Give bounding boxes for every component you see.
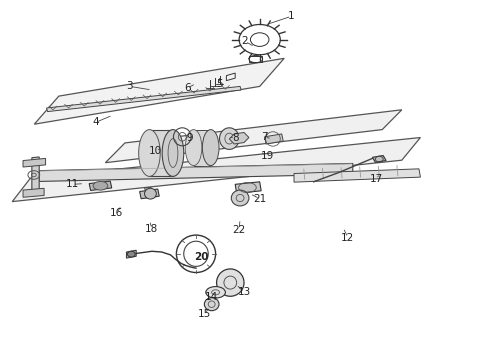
Polygon shape [149,130,173,176]
Polygon shape [23,158,46,167]
Circle shape [127,251,135,257]
Text: 3: 3 [126,81,133,91]
Polygon shape [39,163,353,181]
Text: 21: 21 [253,194,267,204]
Polygon shape [105,110,402,163]
Text: 4: 4 [92,117,99,127]
Text: 9: 9 [187,132,194,143]
Text: 11: 11 [66,179,79,189]
Text: 22: 22 [232,225,246,235]
Polygon shape [372,156,386,162]
Text: 13: 13 [237,287,251,297]
Ellipse shape [185,130,202,166]
Text: 10: 10 [149,146,162,156]
Text: 15: 15 [198,309,212,319]
Text: 1: 1 [288,11,295,21]
Ellipse shape [204,298,219,311]
Text: 7: 7 [261,132,268,142]
Text: 5: 5 [216,78,223,89]
Text: 17: 17 [369,174,383,184]
Polygon shape [265,134,283,144]
Ellipse shape [145,188,156,199]
Ellipse shape [139,130,160,176]
Polygon shape [194,130,211,166]
Polygon shape [140,189,159,199]
Ellipse shape [93,181,108,190]
Text: 18: 18 [145,224,159,234]
Polygon shape [47,86,241,112]
Text: 2: 2 [242,36,248,46]
Polygon shape [294,169,420,182]
Ellipse shape [217,269,244,296]
Polygon shape [126,250,136,258]
Polygon shape [34,58,284,124]
Text: 12: 12 [341,233,355,243]
Polygon shape [229,132,249,144]
Polygon shape [235,182,261,193]
Polygon shape [23,188,44,197]
Polygon shape [12,138,420,202]
Ellipse shape [206,287,225,298]
Text: 16: 16 [110,208,123,218]
Polygon shape [32,157,39,194]
Ellipse shape [220,128,239,149]
Ellipse shape [231,190,249,206]
Polygon shape [89,181,112,190]
Text: 8: 8 [232,132,239,143]
Text: 6: 6 [184,83,191,93]
Polygon shape [145,187,152,192]
Ellipse shape [202,130,219,166]
Text: 20: 20 [194,252,208,262]
Text: 19: 19 [260,150,274,161]
Text: 14: 14 [205,292,219,302]
Ellipse shape [162,130,184,176]
